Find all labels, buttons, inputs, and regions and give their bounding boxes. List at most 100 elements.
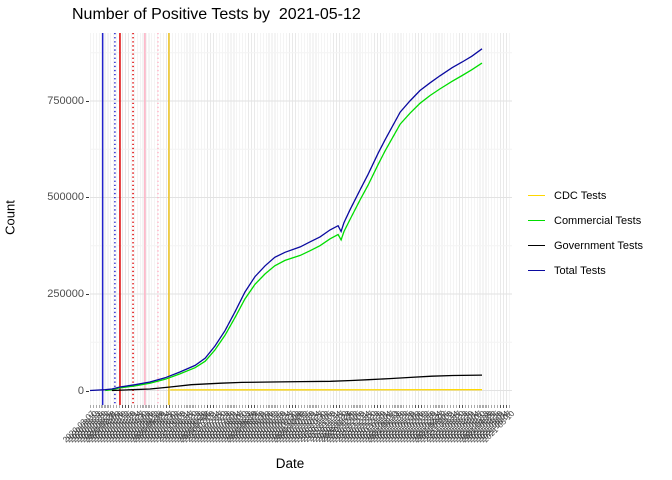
chart-title: Number of Positive Tests by 2021-05-12	[72, 6, 361, 23]
legend-line-swatch	[528, 195, 545, 196]
x-tick-label: 2021-04-22	[463, 409, 499, 445]
x-tick-marks	[90, 405, 512, 408]
x-tick-label: 2020-04-27	[110, 409, 147, 445]
y-tick-mark	[86, 293, 89, 295]
x-tick-label: 2021-03-08	[419, 409, 455, 445]
x-tick-label: 2021-02-18	[401, 409, 438, 445]
x-tick-label: 2020-11-20	[314, 409, 349, 444]
x-tick-label: 2021-04-25	[466, 409, 502, 445]
x-tick-label: 2020-09-27	[260, 409, 297, 445]
x-tick-label: 2020-08-07	[210, 409, 247, 445]
x-tick-label: 2020-03-25	[78, 409, 114, 445]
x-tick-label: 2020-04-15	[99, 409, 135, 445]
x-tick-label: 2021-02-27	[410, 409, 446, 445]
x-tick-label: 2020-08-16	[219, 409, 255, 445]
x-tick-label: 2020-12-11	[334, 409, 370, 444]
plot-canvas	[89, 33, 512, 405]
x-tick-label: 2021-04-07	[448, 409, 485, 445]
series-line-government-tests	[111, 374, 483, 392]
x-tick-label: 2021-02-21	[404, 409, 441, 445]
x-tick-label: 2020-05-21	[134, 409, 170, 445]
x-tick-label: 2021-01-04	[357, 409, 394, 445]
x-tick-label: 2021-03-17	[428, 409, 464, 445]
legend-item-commercial-tests: Commercial Tests	[528, 208, 643, 233]
x-tick-label: 2020-04-24	[108, 409, 144, 445]
x-tick-label: 2021-01-31	[384, 409, 420, 445]
x-tick-label: 2020-05-12	[125, 409, 161, 445]
x-tick-label: 2020-04-03	[87, 409, 123, 445]
x-tick-label: 2020-06-11	[155, 409, 191, 444]
y-tick-label: 750000	[47, 94, 84, 107]
x-tick-label: 2020-11-11	[305, 409, 341, 444]
x-tick-label: 2020-11-26	[319, 409, 355, 444]
x-tick-label: 2020-07-23	[196, 409, 232, 445]
x-tick-label: 2020-11-17	[311, 409, 347, 444]
x-tick-label: 2020-08-01	[204, 409, 241, 445]
x-tick-label: 2020-06-26	[169, 409, 206, 445]
x-tick-label: 2020-05-27	[140, 409, 176, 445]
x-tick-label: 2021-05-04	[475, 409, 511, 445]
x-tick-label: 2020-07-26	[199, 409, 235, 445]
legend-item-total-tests: Total Tests	[528, 258, 643, 283]
x-tick-label: 2021-04-13	[454, 409, 490, 445]
x-tick-label: 2021-03-23	[434, 409, 470, 445]
x-tick-label: 2020-09-15	[249, 409, 285, 445]
x-tick-label: 2020-07-08	[181, 409, 217, 445]
x-tick-label: 2020-05-06	[119, 409, 156, 445]
x-tick-label: 2020-09-09	[243, 409, 279, 445]
x-tick-label: 2020-03-28	[81, 409, 117, 445]
x-tick-label: 2020-05-30	[143, 409, 179, 445]
x-tick-label: 2021-02-15	[398, 409, 435, 445]
x-tick-label: 2020-07-05	[178, 409, 214, 445]
x-tick-label: 2021-03-26	[437, 409, 473, 445]
x-axis-title: Date	[275, 456, 305, 471]
x-tick-label: 2021-01-01	[354, 409, 391, 445]
x-tick-label: 2020-12-29	[351, 409, 388, 445]
x-tick-label: 2020-07-29	[202, 409, 238, 445]
x-tick-label: 2020-06-20	[163, 409, 200, 445]
x-tick-label: 2021-03-11	[422, 409, 458, 444]
x-tick-label: 2020-10-06	[269, 409, 305, 445]
x-tick-label: 2020-10-30	[293, 409, 329, 445]
y-tick-label: 0	[77, 384, 84, 397]
x-tick-label: 2020-12-02	[325, 409, 361, 445]
x-tick-label: 2020-11-02	[296, 409, 332, 444]
x-tick-label: 2021-01-28	[381, 409, 417, 445]
x-tick-label: 2020-12-14	[337, 409, 373, 445]
x-tick-label: 2020-12-05	[328, 409, 364, 445]
x-tick-label: 2021-05-07	[478, 409, 514, 445]
y-tick-label: 250000	[47, 287, 84, 300]
x-tick-label: 2020-04-18	[102, 409, 138, 445]
legend-line-swatch	[528, 270, 545, 271]
y-tick-mark	[86, 100, 89, 102]
x-tick-label: 2021-02-12	[395, 409, 432, 445]
x-tick-label: 2020-12-26	[348, 409, 385, 445]
x-tick-label: 2020-11-29	[322, 409, 358, 444]
x-tick-label: 2020-10-21	[284, 409, 320, 445]
legend-line-swatch	[528, 245, 545, 246]
x-tick-label: 2021-04-19	[460, 409, 496, 445]
x-tick-label: 2020-10-15	[278, 409, 314, 445]
x-tick-label: 2020-03-22	[75, 409, 112, 445]
legend-line-swatch	[528, 220, 545, 221]
x-tick-label: 2020-10-27	[290, 409, 326, 445]
x-tick-label: 2020-04-30	[113, 409, 150, 445]
x-tick-label: 2021-03-20	[431, 409, 467, 445]
x-tick-label: 2021-01-13	[366, 409, 402, 445]
legend-label: Total Tests	[554, 264, 606, 277]
x-tick-label: 2021-03-05	[416, 409, 452, 445]
x-tick-label: 2020-03-10	[63, 409, 100, 445]
x-tick-label: 2020-12-23	[345, 409, 382, 445]
x-tick-label: 2020-05-15	[128, 409, 164, 445]
x-tick-label: 2021-04-16	[457, 409, 493, 445]
x-tick-label: 2021-04-04	[445, 409, 482, 445]
x-tick-label: 2020-06-08	[152, 409, 188, 445]
x-tick-label: 2020-03-31	[84, 409, 120, 445]
x-tick-labels: 2020-03-07 2020-03-10 2020-03-13 2020-03-16…	[61, 409, 516, 459]
x-tick-label: 2021-01-07	[360, 409, 396, 445]
x-tick-label: 2020-12-08	[331, 409, 367, 445]
x-tick-label: 2020-11-23	[317, 409, 352, 444]
x-tick-label: 2021-01-25	[378, 409, 414, 445]
legend-label: Government Tests	[554, 239, 644, 252]
